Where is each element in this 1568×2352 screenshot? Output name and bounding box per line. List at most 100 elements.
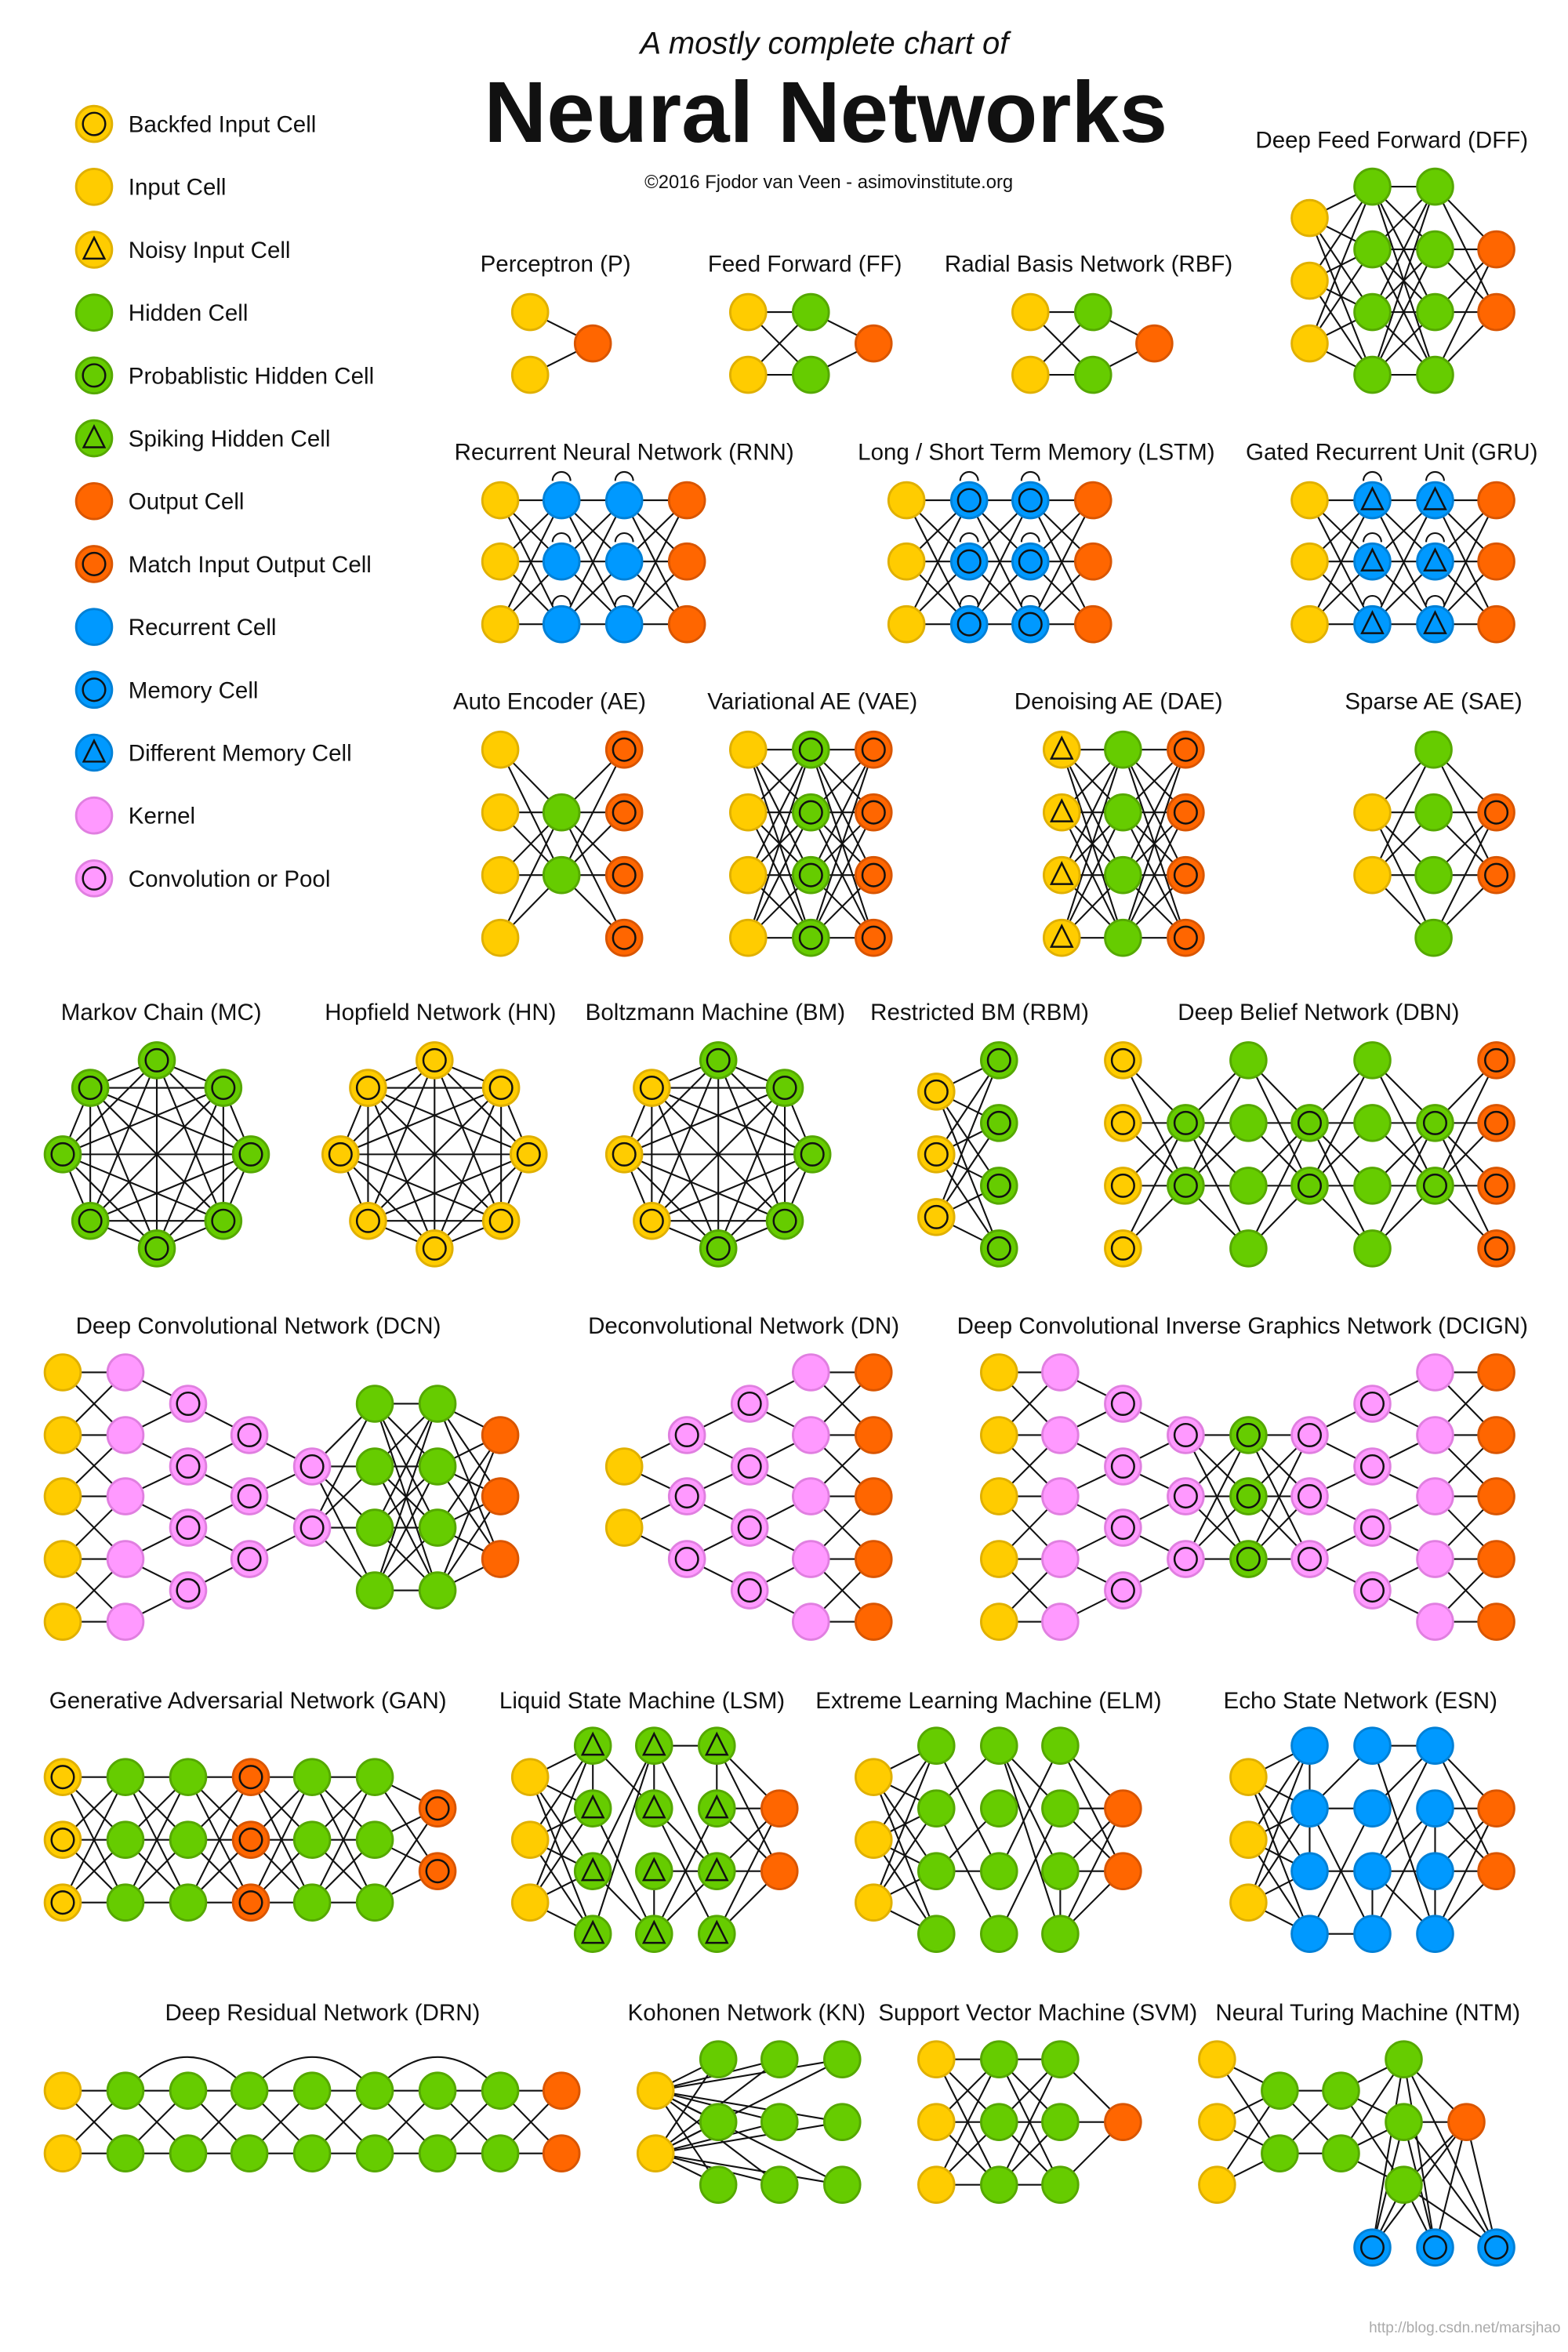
circle-symbol-icon xyxy=(1173,1547,1198,1572)
connection-edge xyxy=(655,2058,843,2154)
node-hi xyxy=(169,1758,208,1796)
node-out xyxy=(1477,481,1515,520)
triangle-symbol-icon xyxy=(641,1794,666,1819)
node-hi xyxy=(355,2134,394,2172)
legend-label: Input Cell xyxy=(129,175,227,201)
recurrent-loop-edge xyxy=(1425,532,1445,543)
node-in xyxy=(1290,198,1329,238)
circle-symbol-icon xyxy=(1110,1578,1135,1603)
network-title: Perceptron (P) xyxy=(481,252,631,278)
node-out xyxy=(760,1852,799,1890)
node-mo xyxy=(418,1789,457,1828)
node-hi xyxy=(1353,230,1392,269)
circle-symbol-icon xyxy=(50,1765,75,1790)
node-bi xyxy=(1104,1041,1142,1080)
node-cp xyxy=(730,1508,769,1547)
circle-symbol-icon xyxy=(986,1047,1011,1073)
legend-swatch-ni xyxy=(74,230,114,269)
recurrent-loop-edge xyxy=(614,595,634,605)
node-hi xyxy=(699,2040,738,2078)
node-ph xyxy=(231,1135,270,1174)
legend-item-ni: Noisy Input Cell xyxy=(74,230,291,269)
recurrent-loop-edge xyxy=(1363,470,1382,481)
node-hi xyxy=(760,2040,799,2078)
connection-edge xyxy=(1308,186,1374,344)
node-cp xyxy=(730,1447,769,1486)
connection-edge xyxy=(1061,749,1124,938)
circle-symbol-icon xyxy=(1359,2235,1385,2260)
circle-symbol-icon xyxy=(1297,1173,1322,1198)
connection-edge xyxy=(968,499,1032,625)
circle-symbol-icon xyxy=(706,1047,731,1073)
connection-edge xyxy=(89,1087,158,1249)
node-hi xyxy=(230,2134,269,2172)
triangle-symbol-icon xyxy=(1049,735,1074,760)
node-hi xyxy=(917,1789,956,1828)
connection-edge xyxy=(499,811,563,938)
node-in xyxy=(887,481,926,520)
circle-symbol-icon xyxy=(50,1890,75,1915)
node-rc xyxy=(542,542,581,581)
circle-symbol-icon xyxy=(1110,1454,1135,1479)
node-rc xyxy=(1290,1726,1329,1765)
connection-edge xyxy=(653,1745,718,1872)
node-in xyxy=(1229,1883,1268,1922)
node-ph xyxy=(791,855,830,895)
circle-symbol-icon xyxy=(924,1079,949,1104)
node-ph xyxy=(1416,1104,1454,1142)
circle-symbol-icon xyxy=(1236,1422,1261,1447)
node-hi xyxy=(355,1571,394,1610)
node-out xyxy=(667,542,706,581)
network-title: Variational AE (VAE) xyxy=(707,689,917,715)
legend-label: Match Input Output Cell xyxy=(129,552,372,578)
node-cp xyxy=(1353,1385,1392,1423)
connection-edge xyxy=(1059,1808,1124,1935)
node-in xyxy=(481,730,520,769)
node-hi xyxy=(418,1385,457,1423)
node-out xyxy=(1074,481,1112,520)
node-k xyxy=(1416,1602,1454,1641)
triangle-symbol-icon xyxy=(82,235,107,260)
legend-label: Different Memory Cell xyxy=(129,740,352,766)
circle-symbol-icon xyxy=(516,1142,541,1167)
node-hi xyxy=(542,793,581,832)
connection-edge xyxy=(1029,499,1094,625)
node-out xyxy=(855,1540,893,1578)
node-out xyxy=(1477,230,1515,269)
connection-edge xyxy=(747,749,812,938)
network-title: Echo State Network (ESN) xyxy=(1224,1688,1497,1714)
connection-edge xyxy=(339,1153,436,1250)
node-hi xyxy=(106,1883,145,1922)
legend-label: Probablistic Hidden Cell xyxy=(129,363,374,389)
node-hi xyxy=(791,355,830,394)
node-cp xyxy=(292,1508,332,1547)
circle-symbol-icon xyxy=(1110,1391,1135,1416)
circle-symbol-icon xyxy=(639,1208,664,1233)
node-out xyxy=(542,2134,581,2172)
node-hi xyxy=(760,2165,799,2204)
connection-edge xyxy=(125,1777,189,1904)
node-bi xyxy=(43,1758,82,1796)
node-cp xyxy=(730,1385,769,1423)
chart-title: Neural Networks xyxy=(484,64,1167,161)
connection-edge xyxy=(374,1466,439,1592)
node-k xyxy=(106,1477,145,1515)
node-out xyxy=(1477,1602,1515,1641)
circle-symbol-icon xyxy=(211,1208,236,1233)
circle-symbol-icon xyxy=(861,925,886,950)
circle-symbol-icon xyxy=(924,1142,949,1167)
network-title: Sparse AE (SAE) xyxy=(1345,689,1522,715)
node-hi xyxy=(355,1820,394,1859)
legend-swatch-dm xyxy=(74,733,114,772)
node-hi xyxy=(169,2134,208,2172)
circle-symbol-icon xyxy=(176,1578,201,1603)
circle-symbol-icon xyxy=(798,862,823,887)
circle-symbol-icon xyxy=(1359,1454,1385,1479)
connection-edge xyxy=(250,1777,314,1904)
node-out xyxy=(1477,292,1515,332)
node-mo xyxy=(604,793,644,832)
connection-edge xyxy=(1371,186,1436,376)
node-out xyxy=(1477,1540,1515,1578)
node-hi xyxy=(418,1508,457,1547)
node-rc xyxy=(542,481,581,520)
